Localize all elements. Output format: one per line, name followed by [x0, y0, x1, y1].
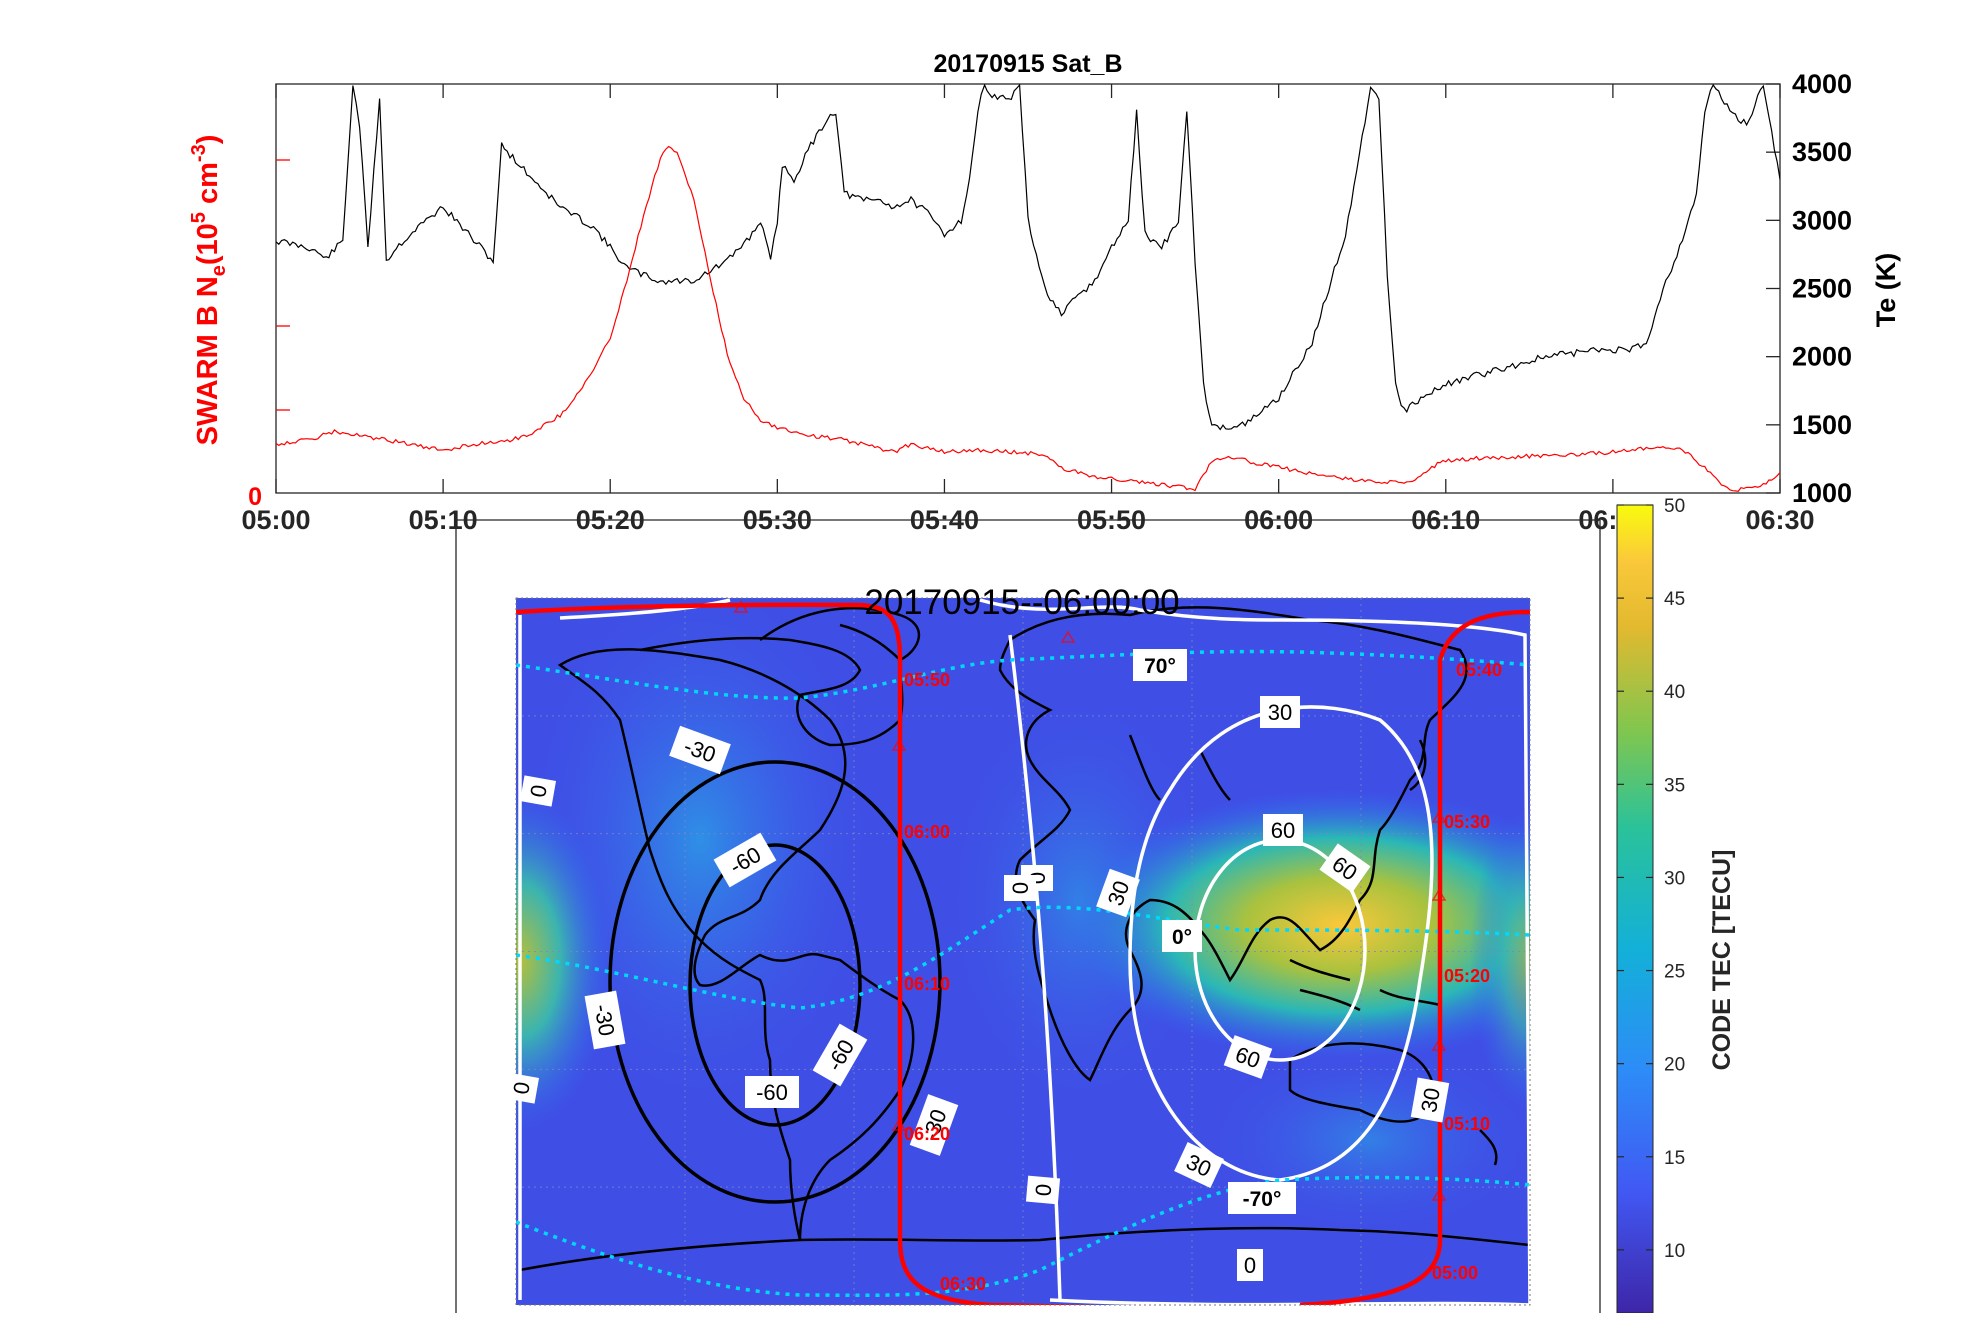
colorbar-tick-label: 20 — [1664, 1055, 1685, 1076]
contour-label: 0 — [1004, 875, 1036, 901]
contour-label: 60 — [1223, 1035, 1273, 1079]
contour-label: 0 — [1025, 1175, 1061, 1205]
te-axis-label: Te (K) — [1871, 253, 1901, 328]
map-graticule — [516, 598, 1530, 1305]
colorbar-tick-label: 10 — [1664, 1241, 1685, 1262]
contour-label: -30 — [669, 725, 731, 775]
svg-text:-30: -30 — [589, 1002, 619, 1038]
track-time-label: 05:20 — [1444, 966, 1490, 986]
svg-text:0: 0 — [1008, 882, 1033, 894]
colorbar-tick-label: 15 — [1664, 1148, 1685, 1169]
svg-text:0°: 0° — [1172, 926, 1192, 949]
svg-text:SWARM B Ne(105 cm-3): SWARM B Ne(105 cm-3) — [188, 135, 230, 446]
magnetic-latitude-lines — [516, 649, 1530, 1298]
track-time-label: 05:10 — [1444, 1114, 1490, 1134]
svg-text:30: 30 — [1268, 700, 1292, 725]
colorbar-tick-label: 25 — [1664, 962, 1685, 983]
track-time-labels: 05:50 06:00 06:10 06:20 06:30 05:40 05:30 05:20… — [904, 660, 1502, 1294]
te-tick-label: 1000 — [1792, 478, 1852, 508]
colorbar-ticks: 10 15 20 25 30 35 40 45 50 — [1617, 496, 1685, 1262]
time-tick-label: 05:00 — [241, 505, 310, 535]
svg-text:30: 30 — [1416, 1086, 1445, 1114]
contour-label: 30 — [1096, 868, 1140, 918]
contour-label: -30 — [909, 1094, 959, 1156]
contour-label: 0 — [502, 1072, 540, 1104]
track-triangle-markers — [733, 600, 1447, 1201]
satellite-track — [516, 602, 1530, 1305]
contour-label: 0 — [1237, 1249, 1263, 1281]
time-series-title: 20170915 Sat_B — [933, 50, 1122, 78]
colorbar-tick-label: 30 — [1664, 868, 1685, 889]
map-title: 20170915--06:00:00 — [864, 583, 1179, 622]
svg-text:0: 0 — [1244, 1253, 1256, 1278]
te-tick-label: 2000 — [1792, 342, 1852, 372]
te-tick-label: 3000 — [1792, 205, 1852, 235]
contour-label: -60 — [745, 1076, 799, 1108]
contour-label: 60 — [1319, 843, 1371, 893]
track-time-label: 05:00 — [1432, 1263, 1478, 1283]
ne-axis-ticks — [276, 159, 290, 411]
contour-label: 30 — [1410, 1077, 1450, 1123]
track-time-label: 05:30 — [1444, 812, 1490, 832]
tec-heatmap — [516, 598, 1530, 1305]
colorbar — [1616, 504, 1654, 1314]
time-series-panel: 05:00 05:10 05:20 05:30 05:40 05:50 06:00 06:10… — [188, 50, 1901, 535]
ne-series-line — [276, 145, 1780, 492]
contour-label: 70° — [1133, 649, 1187, 681]
time-series-axes-box — [275, 83, 1781, 494]
colorbar-tick-label: 40 — [1664, 682, 1685, 703]
te-series-line — [276, 84, 1780, 431]
colorbar-tick-label: 45 — [1664, 589, 1685, 610]
time-tick-label: 06:30 — [1745, 505, 1814, 535]
contour-label: 0° — [1162, 920, 1202, 952]
track-time-label: 06:20 — [904, 1124, 950, 1144]
colorbar-label: CODE TEC [TECU] — [1708, 850, 1736, 1071]
te-axis-ticks: 1000 1500 2000 2500 3000 3500 4000 — [1766, 69, 1852, 508]
te-tick-label: 3500 — [1792, 137, 1852, 167]
svg-text:60: 60 — [1271, 818, 1295, 843]
svg-text:-70°: -70° — [1243, 1188, 1282, 1211]
contour-label: 0 — [519, 775, 557, 807]
contour-label: 60 — [1263, 814, 1303, 846]
track-time-label: 06:00 — [904, 822, 950, 842]
te-tick-label: 2500 — [1792, 274, 1852, 304]
track-time-label: 05:40 — [1456, 660, 1502, 680]
contour-label: -30 — [584, 990, 626, 1050]
ne-zero-tick-label: 0 — [248, 483, 262, 511]
colorbar-tick-label: 50 — [1664, 496, 1685, 517]
contour-label: 30 — [1174, 1142, 1224, 1188]
contour-labels: 000030303060606070°0°-70°-30-30-30-60-60… — [502, 649, 1450, 1281]
contour-label: 30 — [1260, 696, 1300, 728]
svg-text:70°: 70° — [1144, 655, 1176, 678]
te-tick-label: 1500 — [1792, 410, 1852, 440]
track-time-label: 05:50 — [904, 670, 950, 690]
contour-label: -70° — [1228, 1182, 1296, 1214]
te-tick-label: 4000 — [1792, 69, 1852, 99]
svg-text:0: 0 — [508, 1080, 535, 1096]
svg-text:0: 0 — [525, 783, 552, 799]
track-time-label: 06:10 — [904, 974, 950, 994]
colorbar-tick-label: 35 — [1664, 775, 1685, 796]
svg-text:0: 0 — [1031, 1183, 1057, 1197]
svg-text:-60: -60 — [756, 1080, 788, 1105]
track-time-label: 06:30 — [940, 1274, 986, 1294]
ne-axis-label: SWARM B Ne(105 cm-3) — [188, 135, 230, 446]
tec-map-panel: 20170915--06:00:00 0 0 0 0 30 30 30 60 60 60 70° 0°… — [455, 496, 1736, 1314]
map-border — [515, 597, 1531, 1306]
